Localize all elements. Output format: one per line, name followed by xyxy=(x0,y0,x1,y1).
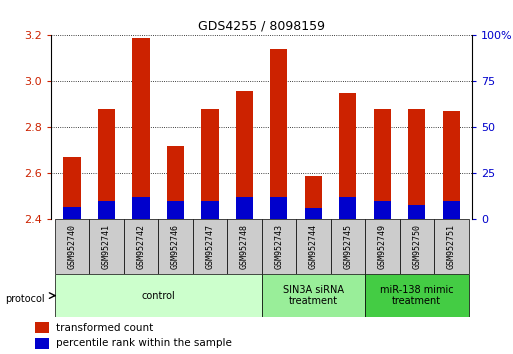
Text: SIN3A siRNA
treatment: SIN3A siRNA treatment xyxy=(283,285,344,307)
Bar xyxy=(305,176,322,219)
Bar xyxy=(330,219,365,274)
Text: GSM952745: GSM952745 xyxy=(343,224,352,269)
Bar xyxy=(227,219,262,274)
Text: GSM952749: GSM952749 xyxy=(378,224,387,269)
Bar xyxy=(167,146,184,219)
Text: GSM952748: GSM952748 xyxy=(240,224,249,269)
Text: protocol: protocol xyxy=(5,294,45,304)
Text: transformed count: transformed count xyxy=(55,322,153,332)
Bar xyxy=(270,49,287,219)
Bar xyxy=(64,207,81,219)
Bar xyxy=(408,205,425,219)
Text: percentile rank within the sample: percentile rank within the sample xyxy=(55,338,231,348)
Bar xyxy=(262,274,365,317)
Bar xyxy=(373,201,391,219)
Bar xyxy=(201,201,219,219)
Text: GSM952741: GSM952741 xyxy=(102,224,111,269)
Bar xyxy=(262,219,296,274)
Bar xyxy=(373,109,391,219)
Bar xyxy=(365,274,468,317)
Bar xyxy=(296,219,330,274)
Bar xyxy=(35,338,49,349)
Bar xyxy=(193,219,227,274)
Bar xyxy=(55,274,262,317)
Text: GSM952747: GSM952747 xyxy=(205,224,214,269)
Bar xyxy=(158,219,193,274)
Bar xyxy=(98,201,115,219)
Bar xyxy=(132,38,150,219)
Bar xyxy=(305,209,322,219)
Bar xyxy=(270,198,287,219)
Bar xyxy=(408,109,425,219)
Text: control: control xyxy=(141,291,175,301)
Bar xyxy=(236,198,253,219)
Bar xyxy=(35,322,49,333)
Text: GSM952750: GSM952750 xyxy=(412,224,421,269)
Text: GSM952751: GSM952751 xyxy=(447,224,456,269)
Bar xyxy=(236,91,253,219)
Bar xyxy=(132,198,150,219)
Bar xyxy=(64,158,81,219)
Text: GSM952743: GSM952743 xyxy=(274,224,283,269)
Bar xyxy=(201,109,219,219)
Bar xyxy=(443,111,460,219)
Title: GDS4255 / 8098159: GDS4255 / 8098159 xyxy=(198,20,325,33)
Text: miR-138 mimic
treatment: miR-138 mimic treatment xyxy=(380,285,453,307)
Bar xyxy=(339,198,357,219)
Bar xyxy=(400,219,434,274)
Bar xyxy=(167,201,184,219)
Bar xyxy=(89,219,124,274)
Bar xyxy=(365,219,400,274)
Text: GSM952742: GSM952742 xyxy=(136,224,146,269)
Bar xyxy=(434,219,468,274)
Text: GSM952746: GSM952746 xyxy=(171,224,180,269)
Bar xyxy=(55,219,89,274)
Text: GSM952740: GSM952740 xyxy=(68,224,76,269)
Bar xyxy=(443,201,460,219)
Bar xyxy=(339,93,357,219)
Text: GSM952744: GSM952744 xyxy=(309,224,318,269)
Bar xyxy=(124,219,158,274)
Bar xyxy=(98,109,115,219)
